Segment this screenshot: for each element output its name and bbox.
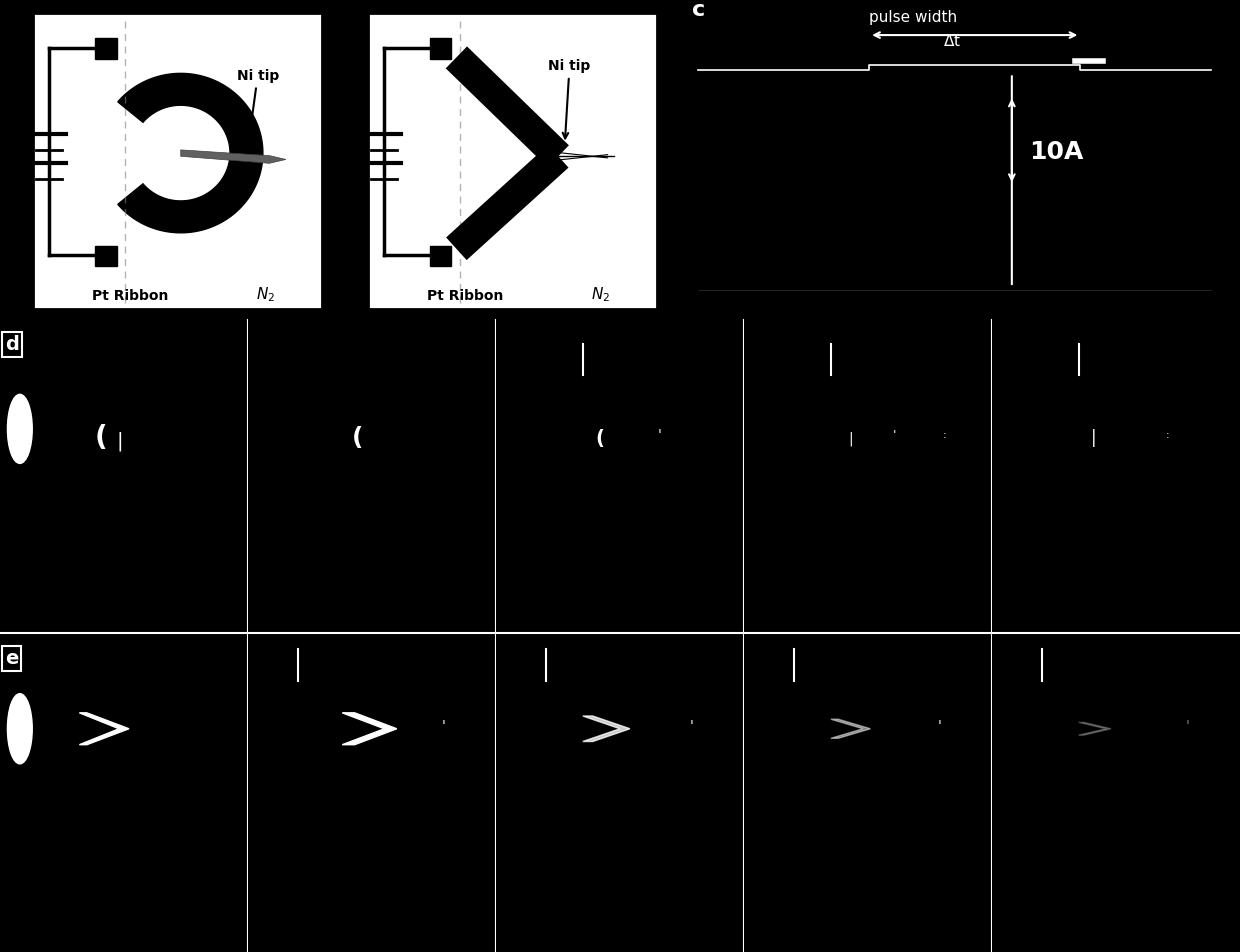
Text: Pt Ribbon: Pt Ribbon bbox=[92, 288, 169, 303]
Text: |: | bbox=[1091, 429, 1097, 447]
Text: 10A: 10A bbox=[1029, 141, 1084, 165]
Bar bbox=[430, 246, 451, 267]
Text: $N_2$: $N_2$ bbox=[591, 286, 610, 305]
Text: a: a bbox=[1, 0, 16, 13]
FancyBboxPatch shape bbox=[33, 12, 322, 309]
Polygon shape bbox=[118, 73, 263, 233]
Ellipse shape bbox=[7, 694, 32, 764]
Text: (: ( bbox=[352, 426, 363, 450]
Text: :: : bbox=[1166, 430, 1169, 440]
Text: |: | bbox=[117, 431, 123, 451]
Text: d: d bbox=[5, 334, 19, 353]
Polygon shape bbox=[181, 149, 286, 164]
Text: ': ' bbox=[657, 428, 661, 442]
Text: Ni tip: Ni tip bbox=[237, 69, 279, 153]
Bar bbox=[430, 38, 451, 59]
Bar bbox=[95, 246, 117, 267]
Text: |: | bbox=[848, 431, 853, 446]
Text: (: ( bbox=[595, 428, 604, 447]
Text: ': ' bbox=[893, 428, 897, 442]
Polygon shape bbox=[831, 719, 870, 739]
Text: $\Delta$t: $\Delta$t bbox=[944, 33, 961, 50]
Polygon shape bbox=[1079, 723, 1111, 735]
Text: :: : bbox=[942, 430, 946, 440]
Text: pulse width: pulse width bbox=[869, 10, 957, 26]
Text: ': ' bbox=[1185, 719, 1189, 733]
Polygon shape bbox=[342, 713, 397, 744]
Text: Ni tip: Ni tip bbox=[548, 59, 590, 138]
Ellipse shape bbox=[7, 394, 32, 464]
Text: e: e bbox=[5, 649, 19, 668]
Text: ': ' bbox=[937, 719, 941, 733]
Bar bbox=[95, 38, 117, 59]
Text: ': ' bbox=[441, 719, 445, 733]
Text: c: c bbox=[692, 0, 706, 20]
FancyBboxPatch shape bbox=[368, 12, 657, 309]
Text: b: b bbox=[336, 0, 352, 13]
Polygon shape bbox=[79, 713, 129, 744]
Text: (: ( bbox=[94, 425, 107, 452]
Text: Pt Ribbon: Pt Ribbon bbox=[427, 288, 503, 303]
Text: ': ' bbox=[689, 719, 693, 733]
Text: $N_2$: $N_2$ bbox=[257, 286, 275, 305]
Polygon shape bbox=[583, 716, 630, 742]
